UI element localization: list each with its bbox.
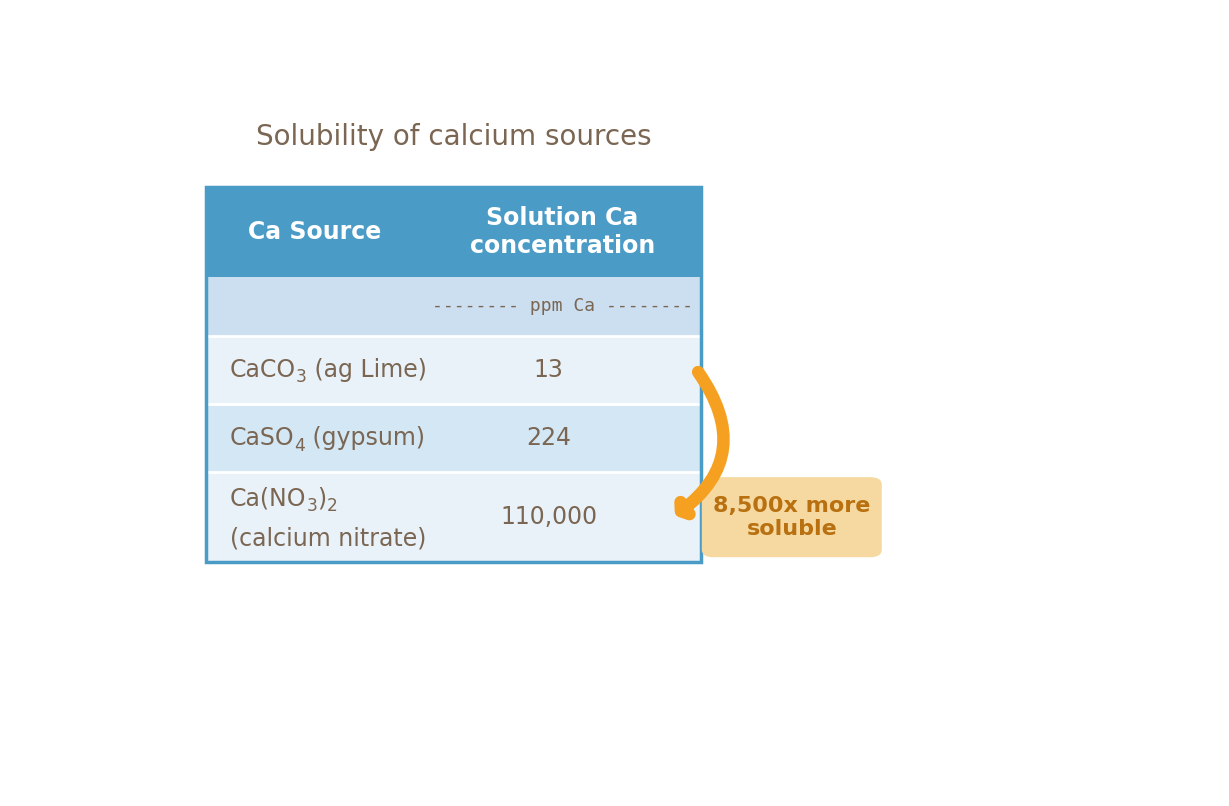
Text: Ca(NO: Ca(NO bbox=[230, 487, 306, 510]
Text: Ca Source: Ca Source bbox=[248, 220, 381, 243]
Text: 2: 2 bbox=[327, 497, 337, 515]
Text: 13: 13 bbox=[533, 358, 564, 382]
Text: 8,500x more
soluble: 8,500x more soluble bbox=[713, 496, 870, 538]
FancyBboxPatch shape bbox=[702, 477, 881, 557]
Text: ): ) bbox=[317, 487, 327, 510]
Bar bbox=[206, 276, 702, 335]
Text: 4: 4 bbox=[295, 437, 305, 455]
Bar bbox=[206, 335, 702, 404]
Text: (ag Lime): (ag Lime) bbox=[307, 358, 426, 382]
Text: 3: 3 bbox=[296, 368, 307, 386]
Text: Solution Ca
concentration: Solution Ca concentration bbox=[469, 206, 655, 258]
Text: (calcium nitrate): (calcium nitrate) bbox=[230, 527, 426, 551]
Text: 110,000: 110,000 bbox=[500, 505, 597, 530]
Text: Solubility of calcium sources: Solubility of calcium sources bbox=[256, 123, 651, 151]
FancyArrowPatch shape bbox=[681, 372, 724, 514]
Bar bbox=[206, 187, 702, 563]
Text: (gypsum): (gypsum) bbox=[305, 426, 425, 450]
Text: 3: 3 bbox=[306, 497, 317, 515]
Bar bbox=[206, 187, 702, 276]
Text: 224: 224 bbox=[526, 426, 571, 450]
Text: CaSO: CaSO bbox=[230, 426, 295, 450]
Bar bbox=[206, 404, 702, 472]
Bar bbox=[206, 472, 702, 563]
Text: -------- ppm Ca --------: -------- ppm Ca -------- bbox=[433, 297, 693, 315]
Text: CaCO: CaCO bbox=[230, 358, 296, 382]
